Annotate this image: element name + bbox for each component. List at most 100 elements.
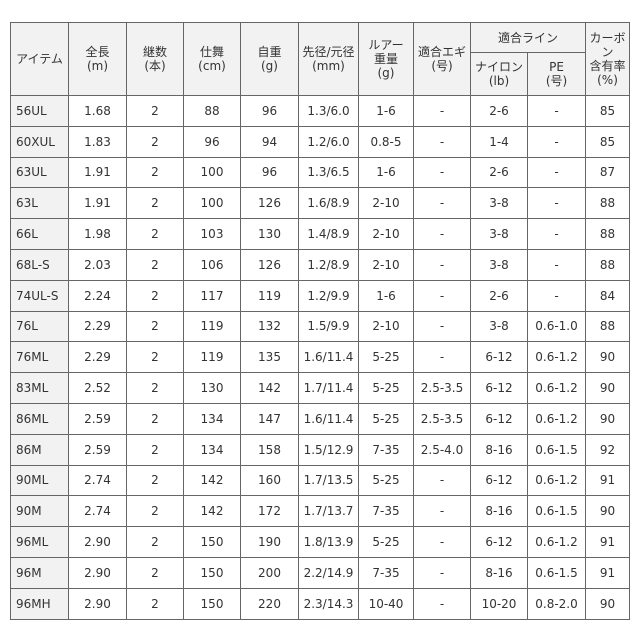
header-lure-weight: ルアー 重量 (g) bbox=[358, 22, 414, 96]
cell-length: 2.29 bbox=[68, 341, 127, 374]
cell-length: 2.24 bbox=[68, 279, 127, 312]
cell-pe: 0.6-1.2 bbox=[526, 341, 587, 374]
cell-item: 66L bbox=[10, 218, 69, 250]
cell-item: 86ML bbox=[10, 402, 69, 435]
header-nylon: ナイロン (lb) bbox=[470, 52, 528, 96]
cell-lure-weight: 5-25 bbox=[358, 402, 414, 435]
cell-length: 1.83 bbox=[68, 125, 127, 158]
cell-pe: 0.6-1.2 bbox=[526, 526, 587, 558]
header-subrow: ナイロン (lb) PE (号) bbox=[11, 52, 630, 96]
header-closed-length: 仕舞 (cm) bbox=[183, 22, 241, 96]
cell-length: 2.90 bbox=[68, 556, 127, 589]
cell-closed-length: 88 bbox=[183, 95, 241, 127]
cell-sections: 2 bbox=[126, 156, 184, 189]
cell-weight: 132 bbox=[240, 310, 299, 343]
cell-nylon: 8-16 bbox=[470, 556, 528, 589]
cell-egi: - bbox=[413, 495, 471, 528]
cell-diameter: 1.7/13.5 bbox=[298, 464, 359, 497]
cell-sections: 2 bbox=[126, 341, 184, 374]
cell-closed-length: 134 bbox=[183, 402, 241, 435]
header-carbon: カーボン 含有率 (%) bbox=[585, 22, 631, 96]
cell-carbon: 87 bbox=[585, 156, 631, 189]
header-weight: 自重 (g) bbox=[240, 22, 299, 96]
cell-carbon: 90 bbox=[585, 402, 631, 435]
cell-carbon: 85 bbox=[585, 95, 631, 127]
cell-item: 68L-S bbox=[10, 248, 69, 281]
cell-egi: 2.5-3.5 bbox=[413, 402, 471, 435]
cell-sections: 2 bbox=[126, 495, 184, 528]
cell-nylon: 3-8 bbox=[470, 218, 528, 250]
cell-carbon: 88 bbox=[585, 218, 631, 250]
cell-weight: 147 bbox=[240, 402, 299, 435]
table-row: 96ML 2.90 2 150 190 1.8/13.9 5-25-6-12 0.6-1.2 9… bbox=[10, 526, 631, 558]
cell-nylon: 2-6 bbox=[470, 95, 528, 127]
cell-length: 1.91 bbox=[68, 156, 127, 189]
cell-closed-length: 100 bbox=[183, 187, 241, 220]
cell-closed-length: 142 bbox=[183, 464, 241, 497]
cell-sections: 2 bbox=[126, 187, 184, 220]
cell-lure-weight: 7-35 bbox=[358, 433, 414, 466]
cell-nylon: 3-8 bbox=[470, 310, 528, 343]
cell-length: 2.59 bbox=[68, 402, 127, 435]
cell-diameter: 1.4/8.9 bbox=[298, 218, 359, 250]
cell-item: 63L bbox=[10, 187, 69, 220]
table-row: 66L 1.98 2 103 130 1.4/8.9 2-10-3-8-88 bbox=[10, 218, 631, 250]
table-row: 63L 1.91 2 100 126 1.6/8.9 2-10-3-8-88 bbox=[10, 187, 631, 220]
cell-sections: 2 bbox=[126, 372, 184, 404]
header-length: 全長 (m) bbox=[68, 22, 127, 96]
cell-pe: 0.6-1.2 bbox=[526, 464, 587, 497]
cell-nylon: 10-20 bbox=[470, 587, 528, 620]
cell-sections: 2 bbox=[126, 125, 184, 158]
cell-weight: 160 bbox=[240, 464, 299, 497]
cell-pe: - bbox=[526, 95, 587, 127]
cell-item: 90ML bbox=[10, 464, 69, 497]
cell-diameter: 1.8/13.9 bbox=[298, 526, 359, 558]
cell-diameter: 1.3/6.5 bbox=[298, 156, 359, 189]
cell-egi: - bbox=[413, 279, 471, 312]
cell-pe: 0.6-1.5 bbox=[526, 495, 587, 528]
header-item: アイテム bbox=[10, 22, 69, 96]
cell-pe: 0.6-1.2 bbox=[526, 402, 587, 435]
cell-lure-weight: 7-35 bbox=[358, 495, 414, 528]
cell-diameter: 2.2/14.9 bbox=[298, 556, 359, 589]
cell-sections: 2 bbox=[126, 433, 184, 466]
cell-nylon: 6-12 bbox=[470, 372, 528, 404]
cell-pe: - bbox=[526, 187, 587, 220]
cell-item: 76ML bbox=[10, 341, 69, 374]
cell-egi: - bbox=[413, 464, 471, 497]
cell-egi: - bbox=[413, 526, 471, 558]
cell-sections: 2 bbox=[126, 279, 184, 312]
cell-weight: 142 bbox=[240, 372, 299, 404]
cell-closed-length: 100 bbox=[183, 156, 241, 189]
cell-item: 60XUL bbox=[10, 125, 69, 158]
cell-carbon: 91 bbox=[585, 556, 631, 589]
cell-diameter: 1.2/8.9 bbox=[298, 248, 359, 281]
cell-length: 2.74 bbox=[68, 495, 127, 528]
cell-nylon: 6-12 bbox=[470, 526, 528, 558]
cell-closed-length: 150 bbox=[183, 556, 241, 589]
cell-nylon: 8-16 bbox=[470, 433, 528, 466]
cell-egi: - bbox=[413, 310, 471, 343]
cell-egi: - bbox=[413, 218, 471, 250]
cell-carbon: 91 bbox=[585, 526, 631, 558]
cell-weight: 96 bbox=[240, 156, 299, 189]
cell-lure-weight: 0.8-5 bbox=[358, 125, 414, 158]
cell-carbon: 90 bbox=[585, 372, 631, 404]
cell-sections: 2 bbox=[126, 310, 184, 343]
cell-egi: - bbox=[413, 125, 471, 158]
cell-carbon: 90 bbox=[585, 341, 631, 374]
cell-diameter: 1.3/6.0 bbox=[298, 95, 359, 127]
header-line: 適合ライン bbox=[469, 22, 587, 53]
cell-closed-length: 150 bbox=[183, 526, 241, 558]
cell-diameter: 1.6/8.9 bbox=[298, 187, 359, 220]
cell-lure-weight: 2-10 bbox=[358, 248, 414, 281]
cell-nylon: 6-12 bbox=[470, 402, 528, 435]
cell-closed-length: 119 bbox=[183, 341, 241, 374]
cell-sections: 2 bbox=[126, 556, 184, 589]
cell-egi: - bbox=[413, 587, 471, 620]
cell-carbon: 91 bbox=[585, 464, 631, 497]
cell-nylon: 2-6 bbox=[470, 279, 528, 312]
cell-nylon: 2-6 bbox=[470, 156, 528, 189]
cell-nylon: 3-8 bbox=[470, 187, 528, 220]
cell-sections: 2 bbox=[126, 218, 184, 250]
